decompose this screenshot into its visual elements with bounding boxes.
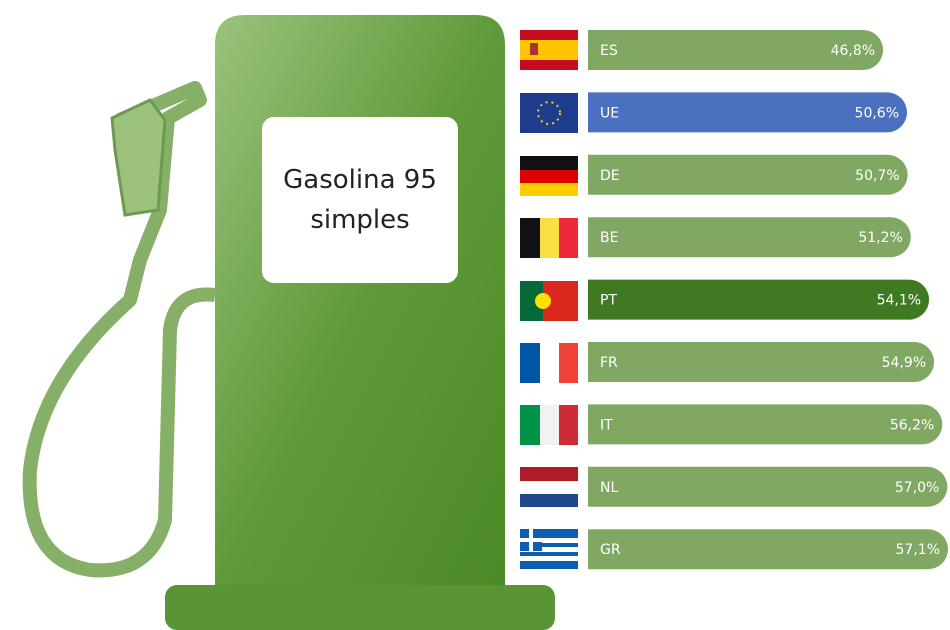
bar (588, 529, 948, 569)
category-label: GR (600, 542, 621, 558)
flags (520, 30, 578, 569)
pump-icon (30, 15, 555, 630)
category-label: PT (600, 293, 617, 309)
chart: Gasolina 95simples ES46,8%UE50,6%DE50,7%… (0, 0, 950, 630)
bar (588, 467, 947, 507)
category-label: BE (600, 230, 618, 246)
value-label: 54,9% (882, 355, 926, 371)
page: {"chart_data": {"type": "bar", "orientat… (0, 0, 950, 630)
value-label: 46,8% (831, 43, 875, 59)
value-label: 57,1% (896, 542, 940, 558)
category-label: FR (600, 355, 618, 371)
category-label: IT (600, 417, 613, 433)
category-label: ES (600, 43, 618, 59)
value-label: 50,6% (855, 105, 899, 121)
category-label: UE (600, 105, 619, 121)
value-label: 54,1% (877, 293, 921, 309)
value-label: 56,2% (890, 417, 934, 433)
category-label: NL (600, 480, 618, 496)
value-label: 51,2% (858, 230, 902, 246)
value-label: 50,7% (855, 168, 899, 184)
category-label: DE (600, 168, 620, 184)
value-label: 57,0% (895, 480, 939, 496)
